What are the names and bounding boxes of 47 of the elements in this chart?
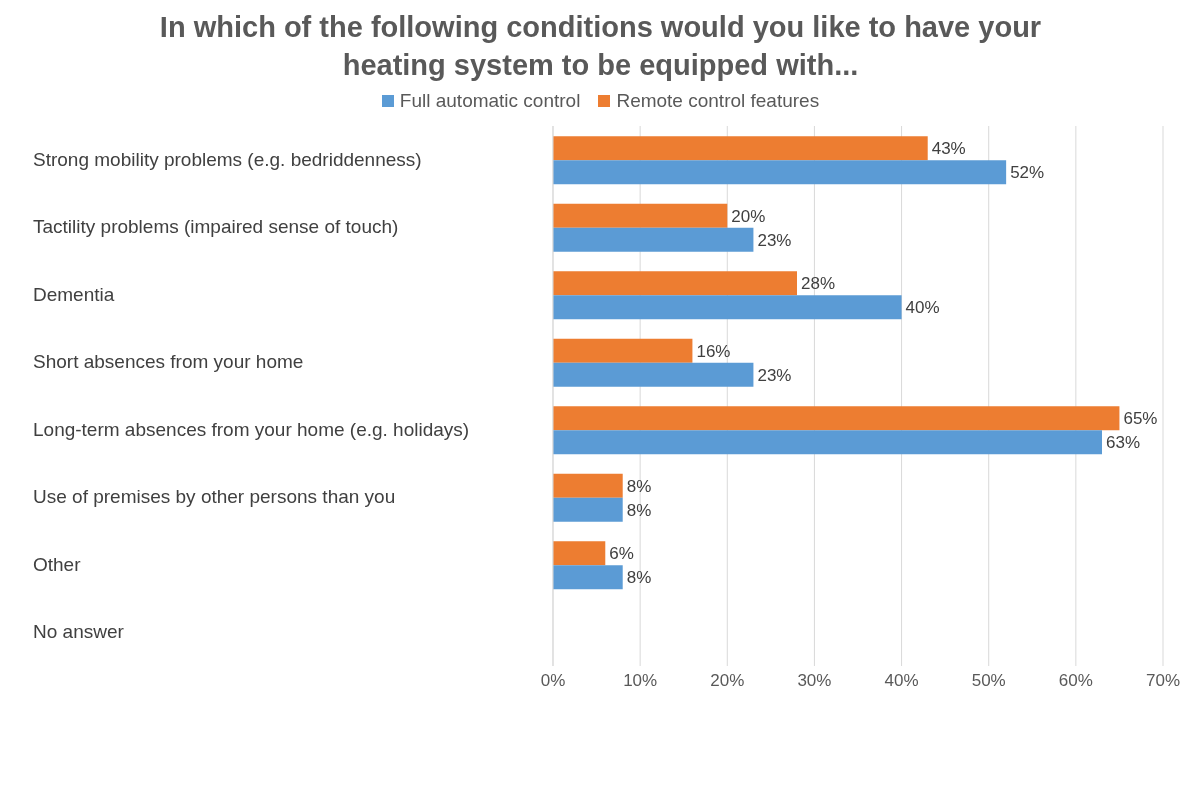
data-label: 6% [609,544,634,564]
y-tick-label: Use of premises by other persons than you [33,486,396,508]
y-tick-label: Tactility problems (impaired sense of touch) [33,216,399,238]
x-tick-label: 20% [710,671,745,691]
y-tick-label: Other [33,553,82,575]
data-label: 63% [1106,433,1141,453]
y-tick-label: Strong mobility problems (e.g. bedriddenness) [33,148,422,170]
bar [553,136,928,161]
bar [553,362,754,387]
y-tick-label: Short absences from your home [33,351,304,373]
data-label: 23% [757,365,792,385]
data-label: 52% [1010,163,1045,183]
data-label: 8% [626,476,652,496]
x-tick-label: 70% [1145,671,1181,691]
bar [553,406,1120,431]
x-tick-label: 0% [540,671,566,691]
data-label: 43% [931,139,966,159]
data-label: 65% [1123,409,1158,429]
legend-label: Remote control features [616,90,820,112]
x-tick-label: 30% [797,671,832,691]
data-label: 23% [757,230,792,250]
data-label: 40% [905,298,940,318]
x-tick-label: 40% [884,671,919,691]
bar [553,565,623,590]
data-label: 8% [626,568,652,588]
bar [553,430,1102,455]
y-tick-label: Dementia [33,283,115,305]
data-label: 28% [801,274,836,294]
legend-label: Full automatic control [399,90,581,112]
bar [553,541,606,566]
y-tick-label: No answer [33,621,125,643]
bar [553,160,1007,185]
bar [553,227,754,252]
data-label: 16% [696,341,731,361]
data-label: 8% [626,500,652,520]
y-tick-label: Long-term absences from your home (e.g. holidays) [33,418,470,440]
bar [553,203,728,228]
bar [553,497,623,522]
x-tick-label: 10% [623,671,658,691]
bar [553,473,623,498]
data-label: 20% [731,206,766,226]
chart-title: In which of the following conditions would you like to have your heating system to be equipped with... [158,10,1043,83]
bar [553,338,693,363]
x-tick-label: 50% [971,671,1006,691]
x-tick-label: 60% [1058,671,1093,691]
bar [553,295,902,320]
bar [553,271,797,296]
